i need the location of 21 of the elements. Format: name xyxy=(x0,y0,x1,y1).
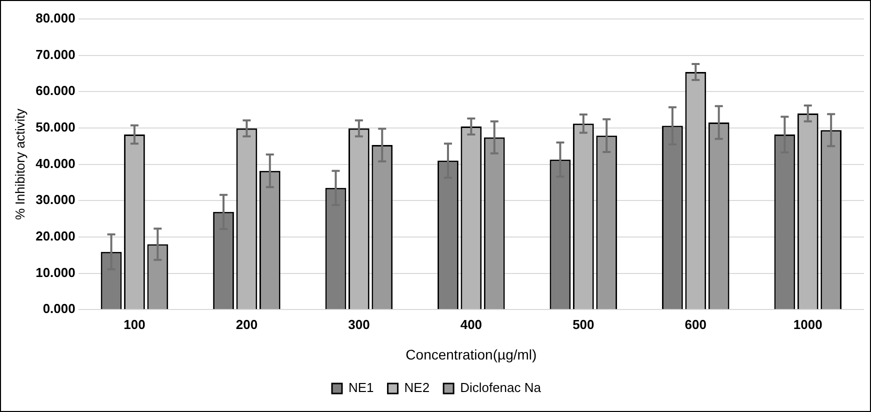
y-axis-title: % Inhibitory activity xyxy=(12,108,28,220)
x-tick-label: 1000 xyxy=(793,316,822,332)
x-tick-label: 100 xyxy=(124,316,146,332)
y-tick-label: 0.000 xyxy=(42,301,76,316)
legend-label: NE2 xyxy=(404,380,430,396)
x-tick-label: 300 xyxy=(348,316,370,332)
y-tick-label: 70.000 xyxy=(36,46,76,62)
x-axis-title: Concentration(µg/ml) xyxy=(406,346,537,362)
legend-label: Diclofenac Na xyxy=(460,380,542,396)
y-tick-label: 30.000 xyxy=(36,192,76,208)
x-tick-label: 500 xyxy=(572,316,594,332)
y-tick-label: 80.000 xyxy=(36,10,76,26)
x-tick-label: 600 xyxy=(684,316,706,332)
y-tick-label: 20.000 xyxy=(36,228,76,244)
y-tick-label: 40.000 xyxy=(36,156,76,171)
y-tick-label: 10.000 xyxy=(36,264,76,280)
legend-label: NE1 xyxy=(348,380,374,396)
x-tick-label: 400 xyxy=(460,316,482,332)
x-tick-label: 200 xyxy=(236,316,258,332)
y-tick-label: 60.000 xyxy=(36,83,76,98)
y-tick-label: 50.000 xyxy=(36,120,76,135)
